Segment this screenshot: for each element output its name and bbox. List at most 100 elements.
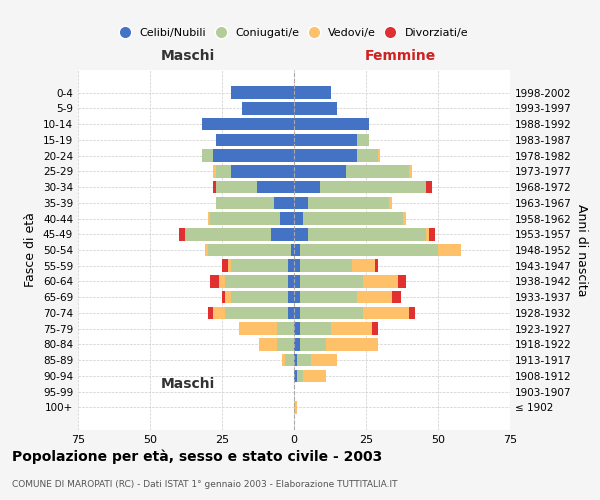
Bar [300,322,331,335]
Bar [294,181,320,194]
Bar [271,228,294,240]
Bar [358,291,392,304]
Bar [320,181,427,194]
Bar [300,244,438,256]
Bar [294,322,300,335]
Bar [297,370,302,382]
Bar [225,291,230,304]
Bar [427,228,430,240]
Bar [280,212,294,225]
Bar [363,275,398,288]
Bar [300,260,352,272]
Bar [216,134,294,146]
Bar [300,338,326,350]
Bar [277,338,294,350]
Bar [179,228,185,240]
Bar [219,275,225,288]
Bar [239,322,277,335]
Bar [242,102,294,115]
Bar [230,260,288,272]
Bar [216,196,274,209]
Bar [409,165,412,177]
Bar [372,322,377,335]
Bar [297,354,311,366]
Bar [225,275,288,288]
Bar [377,150,380,162]
Bar [352,260,374,272]
Bar [214,306,225,319]
Bar [208,306,214,319]
Bar [294,260,300,272]
Bar [228,260,230,272]
Bar [302,370,326,382]
Bar [331,322,372,335]
Bar [214,150,294,162]
Bar [358,134,369,146]
Bar [230,291,288,304]
Bar [294,354,297,366]
Bar [326,338,377,350]
Bar [222,260,228,272]
Bar [409,306,415,319]
Bar [211,275,219,288]
Text: Maschi: Maschi [160,49,215,63]
Bar [288,260,294,272]
Bar [294,291,300,304]
Bar [222,291,225,304]
Bar [300,275,363,288]
Bar [185,228,271,240]
Bar [294,338,300,350]
Bar [302,212,403,225]
Bar [216,181,257,194]
Bar [311,354,337,366]
Bar [427,181,432,194]
Bar [358,150,377,162]
Bar [294,86,331,99]
Bar [294,102,337,115]
Bar [216,165,230,177]
Bar [230,165,294,177]
Bar [294,134,358,146]
Bar [274,196,294,209]
Bar [294,244,300,256]
Bar [294,212,302,225]
Bar [208,244,291,256]
Bar [392,291,401,304]
Bar [211,212,280,225]
Bar [214,181,216,194]
Bar [308,196,389,209]
Bar [291,244,294,256]
Y-axis label: Anni di nascita: Anni di nascita [575,204,588,296]
Bar [294,150,358,162]
Bar [308,228,427,240]
Bar [205,244,208,256]
Bar [294,196,308,209]
Bar [398,275,406,288]
Bar [300,306,363,319]
Bar [389,196,392,209]
Bar [300,291,358,304]
Text: Femmine: Femmine [365,49,436,63]
Bar [294,401,297,413]
Bar [294,118,369,130]
Text: Popolazione per età, sesso e stato civile - 2003: Popolazione per età, sesso e stato civil… [12,450,382,464]
Bar [374,260,377,272]
Bar [294,306,300,319]
Bar [225,306,288,319]
Bar [259,338,277,350]
Bar [294,275,300,288]
Bar [363,306,409,319]
Bar [288,275,294,288]
Text: Maschi: Maschi [160,378,215,392]
Bar [288,306,294,319]
Bar [294,165,346,177]
Bar [288,291,294,304]
Text: COMUNE DI MAROPATI (RC) - Dati ISTAT 1° gennaio 2003 - Elaborazione TUTTITALIA.I: COMUNE DI MAROPATI (RC) - Dati ISTAT 1° … [12,480,398,489]
Bar [430,228,435,240]
Bar [286,354,294,366]
Bar [202,118,294,130]
Bar [346,165,409,177]
Bar [277,322,294,335]
Bar [257,181,294,194]
Bar [214,165,216,177]
